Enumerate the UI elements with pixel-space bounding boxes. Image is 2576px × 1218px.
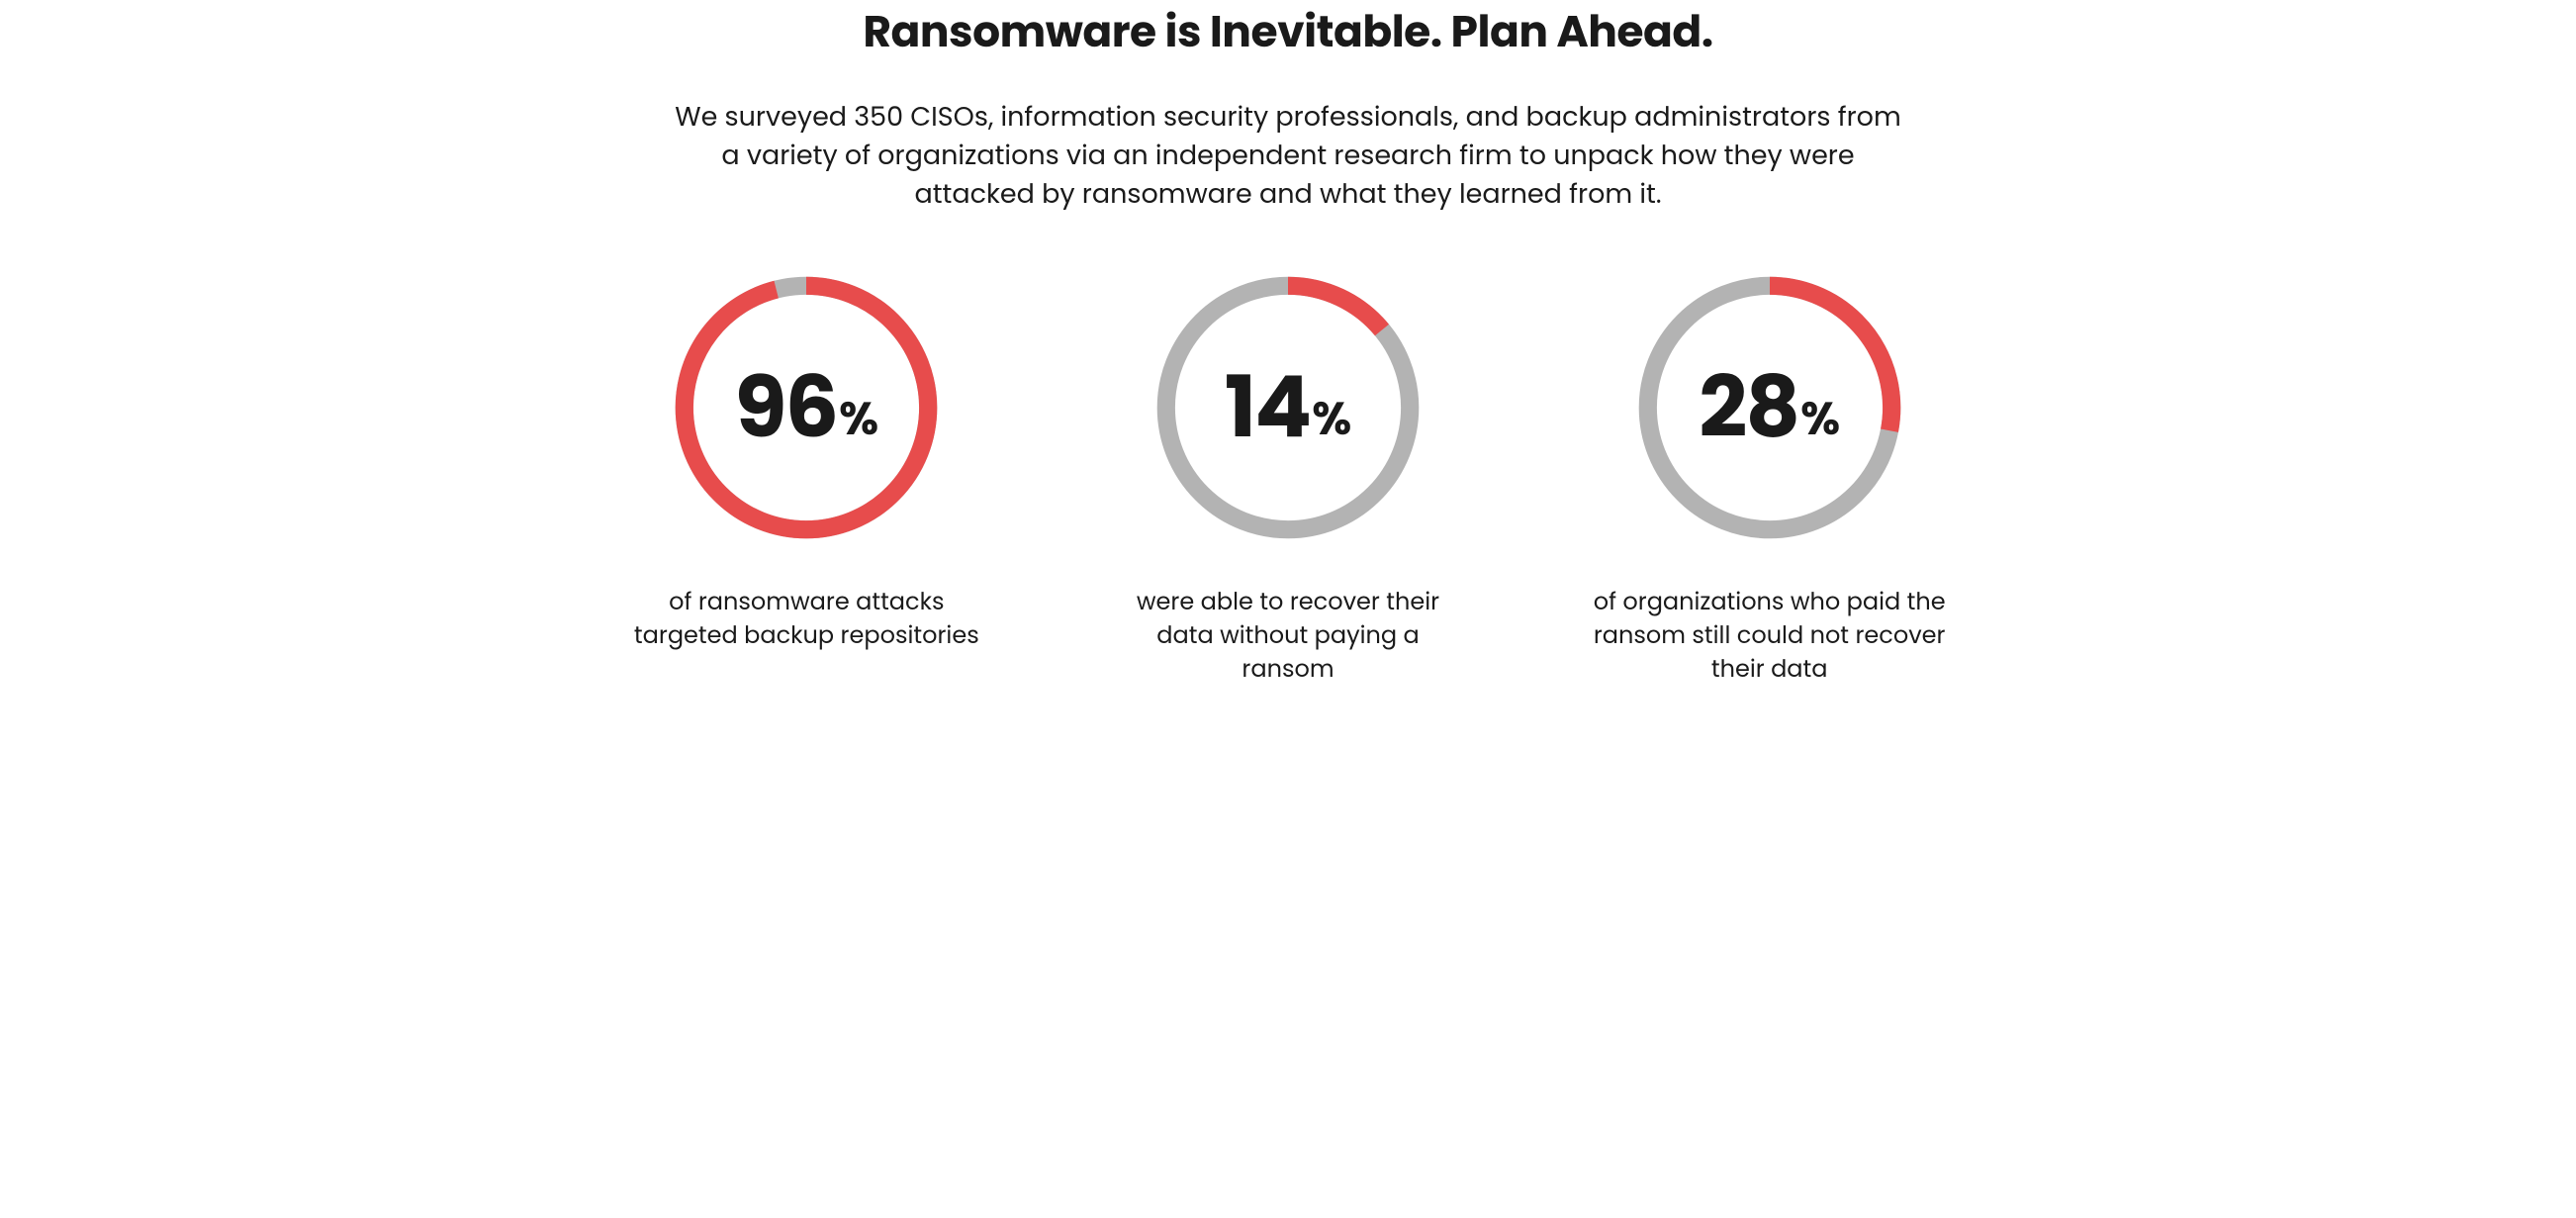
percent-symbol: % [1800, 397, 1840, 442]
stat-value: 96 [734, 365, 837, 450]
stat-value: 14 [1225, 365, 1311, 450]
stat-card: 96 % of ransomware attacks targeted back… [586, 269, 1028, 652]
infographic-container: Ransomware is Inevitable. Plan Ahead. We… [536, 0, 2040, 686]
donut-center: 14 % [1150, 269, 1426, 546]
page-subtitle: We surveyed 350 CISOs, information secur… [675, 98, 1901, 214]
stat-caption: of ransomware attacks targeted backup re… [628, 586, 984, 652]
donut-chart: 28 % [1631, 269, 1908, 546]
donut-center: 28 % [1631, 269, 1908, 546]
percent-symbol: % [1312, 397, 1351, 442]
stat-caption: were able to recover their data without … [1110, 586, 1466, 686]
percent-symbol: % [839, 397, 878, 442]
donut-chart: 96 % [668, 269, 945, 546]
stat-card: 28 % of organizations who paid the ranso… [1548, 269, 1990, 686]
stats-row: 96 % of ransomware attacks targeted back… [586, 269, 1990, 686]
stat-caption: of organizations who paid the ransom sti… [1592, 586, 1948, 686]
donut-center: 96 % [668, 269, 945, 546]
stat-card: 14 % were able to recover their data wit… [1067, 269, 1510, 686]
stat-value: 28 [1699, 365, 1798, 450]
page-title: Ransomware is Inevitable. Plan Ahead. [576, 0, 2000, 64]
donut-chart: 14 % [1150, 269, 1426, 546]
